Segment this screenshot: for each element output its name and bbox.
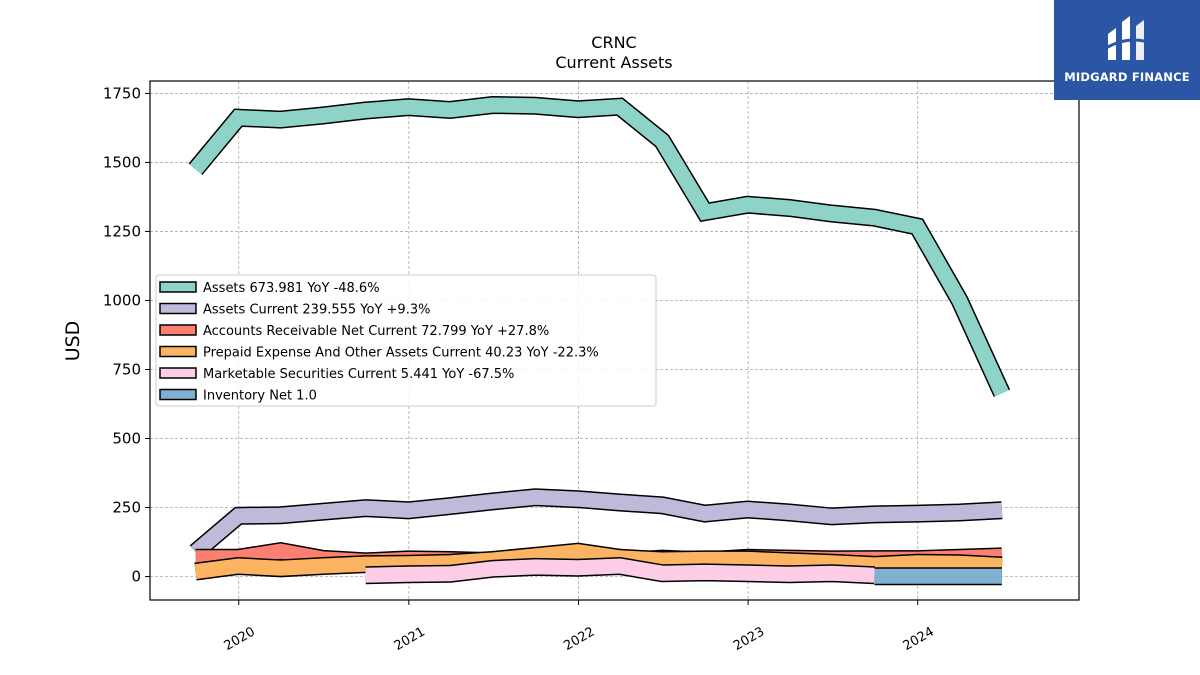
x-tick-label: 2020	[222, 624, 258, 654]
plot-frame	[149, 80, 1080, 601]
y-tick-label: 500	[112, 430, 141, 448]
legend-swatch-marketable-securities-current	[159, 367, 197, 379]
legend: Assets 673.981 YoY -48.6% Assets Current …	[155, 274, 657, 407]
legend-entry-assets: Assets 673.981 YoY -48.6%	[203, 281, 380, 296]
y-axis-label: USD	[62, 321, 84, 362]
legend-entry-assets-current: Assets Current 239.555 YoY +9.3%	[203, 303, 430, 318]
midgard-logo-icon	[1105, 16, 1149, 60]
legend-entry-prepaid-expense-and-other-assets-current: Prepaid Expense And Other Assets Current…	[203, 346, 599, 361]
y-tick-label: 1500	[103, 153, 141, 171]
y-tick-label: 1000	[103, 291, 141, 309]
series-line-assets-current	[190, 489, 1003, 558]
y-tick-label: 1250	[103, 222, 141, 240]
legend-swatch-accounts-receivable-net-current	[159, 324, 197, 336]
y-tick-label: 1750	[103, 84, 141, 102]
legend-entry-marketable-securities-current: Marketable Securities Current 5.441 YoY …	[203, 367, 514, 382]
x-tick-label: 2022	[561, 624, 597, 654]
chart-title: CRNC	[591, 33, 636, 52]
legend-swatch-prepaid-expense-and-other-assets-current	[159, 345, 197, 358]
legend-swatch-inventory-net	[159, 388, 197, 401]
legend-entry-accounts-receivable-net-current: Accounts Receivable Net Current 72.799 Y…	[203, 324, 549, 339]
x-tick-label: 2021	[392, 624, 428, 654]
legend-swatch-assets-current	[159, 302, 197, 315]
brand-logo: MIDGARD FINANCE	[1054, 0, 1200, 100]
legend-entry-inventory-net: Inventory Net 1.0	[203, 389, 317, 404]
y-tick-label: 0	[131, 568, 141, 586]
y-tick-label: 750	[112, 360, 141, 378]
series-line-assets	[189, 97, 1009, 397]
x-tick-label: 2023	[731, 624, 767, 654]
x-tick-label: 2024	[901, 624, 937, 654]
series-line-marketable-securities-current	[365, 558, 875, 583]
series-line-prepaid-expense-and-other-assets-current	[194, 544, 1003, 580]
chart-subtitle: Current Assets	[555, 53, 672, 72]
brand-name: MIDGARD FINANCE	[1064, 70, 1190, 84]
legend-box	[155, 274, 657, 407]
y-tick-label: 250	[112, 499, 141, 517]
legend-swatch-assets	[159, 281, 197, 293]
series-lines	[188, 95, 1011, 586]
